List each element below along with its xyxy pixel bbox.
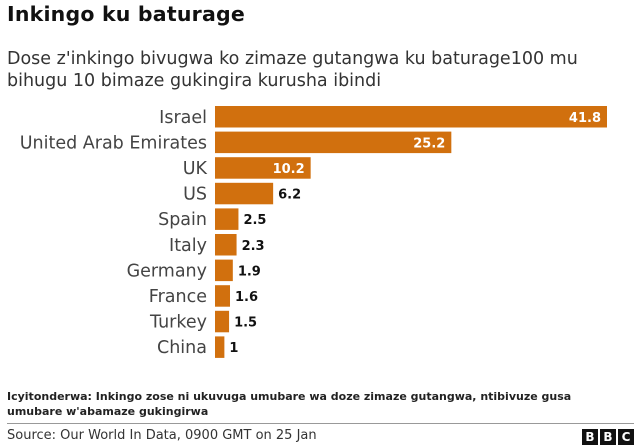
logo-letter-c: C <box>618 429 634 445</box>
category-label: China <box>157 338 207 358</box>
value-label: 6.2 <box>278 188 301 203</box>
bar <box>215 310 230 333</box>
chart-title: Inkingo ku baturage <box>7 2 245 26</box>
logo-letter-b1: B <box>582 429 598 445</box>
logo-letter-b2: B <box>600 429 616 445</box>
category-label: US <box>183 185 207 205</box>
bar <box>215 106 607 128</box>
value-label: 1.9 <box>238 264 261 279</box>
category-label: UK <box>183 159 208 179</box>
bar <box>215 285 231 307</box>
bar <box>215 131 452 154</box>
category-label: Israel <box>159 108 207 128</box>
bar <box>215 182 274 205</box>
value-label: 1 <box>229 341 238 356</box>
chart-subtitle: Dose z'inkingo bivugwa ko zimaze gutangw… <box>7 49 578 91</box>
category-label: Germany <box>127 261 207 281</box>
category-label: France <box>149 287 207 307</box>
bar <box>215 234 237 256</box>
chart-note: Icyitonderwa: Inkingo zose ni ukuvuga um… <box>7 390 572 418</box>
value-label: 2.5 <box>243 213 266 228</box>
bar <box>215 157 311 179</box>
value-label: 25.2 <box>413 136 445 151</box>
value-label: 10.2 <box>273 162 305 177</box>
bbc-logo: B B C <box>582 429 634 445</box>
category-label: Spain <box>158 210 207 230</box>
category-label: Italy <box>169 236 207 256</box>
bar <box>215 336 225 358</box>
category-label: United Arab Emirates <box>20 133 207 153</box>
value-label: 1.5 <box>234 316 257 331</box>
bar <box>215 208 239 230</box>
bar-chart: Israel 41.8 United Arab Emirates 25.2 UK 10.2… <box>20 106 607 358</box>
category-label: Turkey <box>149 313 207 333</box>
value-label: 1.6 <box>235 290 258 305</box>
value-label: 41.8 <box>569 111 601 126</box>
footer-divider <box>7 423 634 424</box>
source-text: Source: Our World In Data, 0900 GMT on 2… <box>7 428 317 443</box>
bar <box>215 259 233 282</box>
value-label: 2.3 <box>242 239 265 254</box>
